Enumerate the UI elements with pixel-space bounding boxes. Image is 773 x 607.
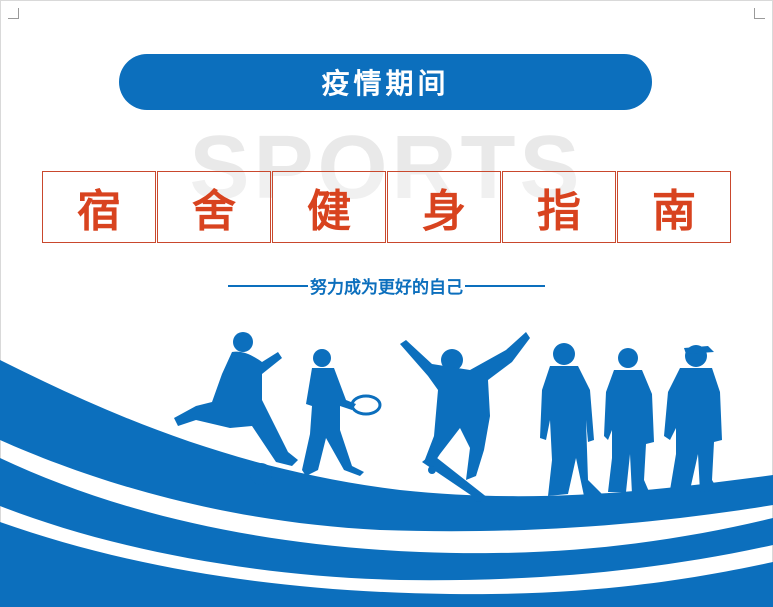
header-badge: 疫情期间 — [119, 54, 652, 110]
header-badge-text: 疫情期间 — [321, 67, 450, 100]
standing-person-3-silhouette — [664, 345, 722, 492]
crop-mark-top-right — [754, 8, 765, 19]
sports-scene-illustration — [0, 332, 773, 607]
title-char-5: 指 — [502, 171, 616, 243]
subtitle: 努力成为更好的自己 — [0, 273, 773, 298]
blue-waves — [0, 360, 773, 607]
skateboarder-silhouette — [400, 332, 530, 504]
subtitle-rule-left — [228, 284, 308, 287]
tennis-player-silhouette — [302, 349, 382, 476]
standing-person-1-silhouette — [540, 343, 602, 496]
title-char-1: 宿 — [42, 171, 156, 243]
title-char-4: 身 — [387, 171, 501, 243]
soccer-player-silhouette — [174, 332, 298, 485]
crop-mark-top-left — [8, 8, 19, 19]
title-char-6: 南 — [617, 171, 731, 243]
subtitle-text: 努力成为更好的自己 — [310, 278, 463, 298]
title-char-2: 舍 — [157, 171, 271, 243]
standing-person-2-silhouette — [604, 348, 654, 494]
title-char-3: 健 — [272, 171, 386, 243]
title-row: 宿 舍 健 身 指 南 — [42, 171, 732, 243]
sports-watermark: SPORTS — [189, 118, 584, 218]
subtitle-rule-right — [465, 284, 545, 287]
